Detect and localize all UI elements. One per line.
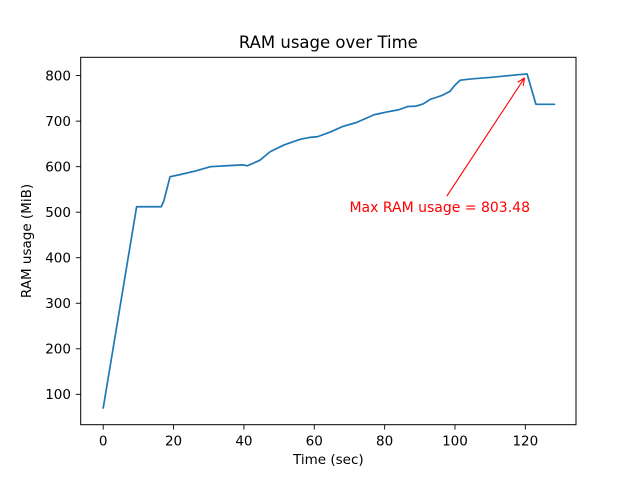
y-tick-label: 100 [45, 387, 71, 403]
annotation-arrowhead [522, 77, 525, 87]
chart-title: RAM usage over Time [238, 32, 418, 52]
x-tick-label: 120 [512, 434, 538, 450]
annotation-arrowhead [517, 77, 525, 83]
x-tick-label: 80 [376, 434, 393, 450]
y-tick-label: 700 [45, 114, 71, 130]
annotation-arrow [446, 77, 525, 197]
plot-border [80, 56, 577, 426]
x-tick-label: 60 [306, 434, 323, 450]
y-tick-label: 200 [45, 341, 71, 357]
x-tick-label: 20 [165, 434, 182, 450]
y-axis-label: RAM usage (MiB) [19, 183, 35, 299]
y-tick-label: 500 [45, 205, 71, 221]
y-tick-label: 800 [45, 68, 71, 84]
x-tick-label: 100 [442, 434, 468, 450]
x-axis-label: Time (sec) [293, 451, 364, 468]
x-tick-label: 0 [99, 434, 108, 450]
annotation-text: Max RAM usage = 803.48 [349, 200, 530, 216]
x-tick-label: 40 [235, 434, 252, 450]
y-tick-label: 600 [45, 159, 71, 175]
y-tick-label: 300 [45, 296, 71, 312]
y-tick-label: 400 [45, 250, 71, 266]
chart-line [102, 73, 556, 409]
